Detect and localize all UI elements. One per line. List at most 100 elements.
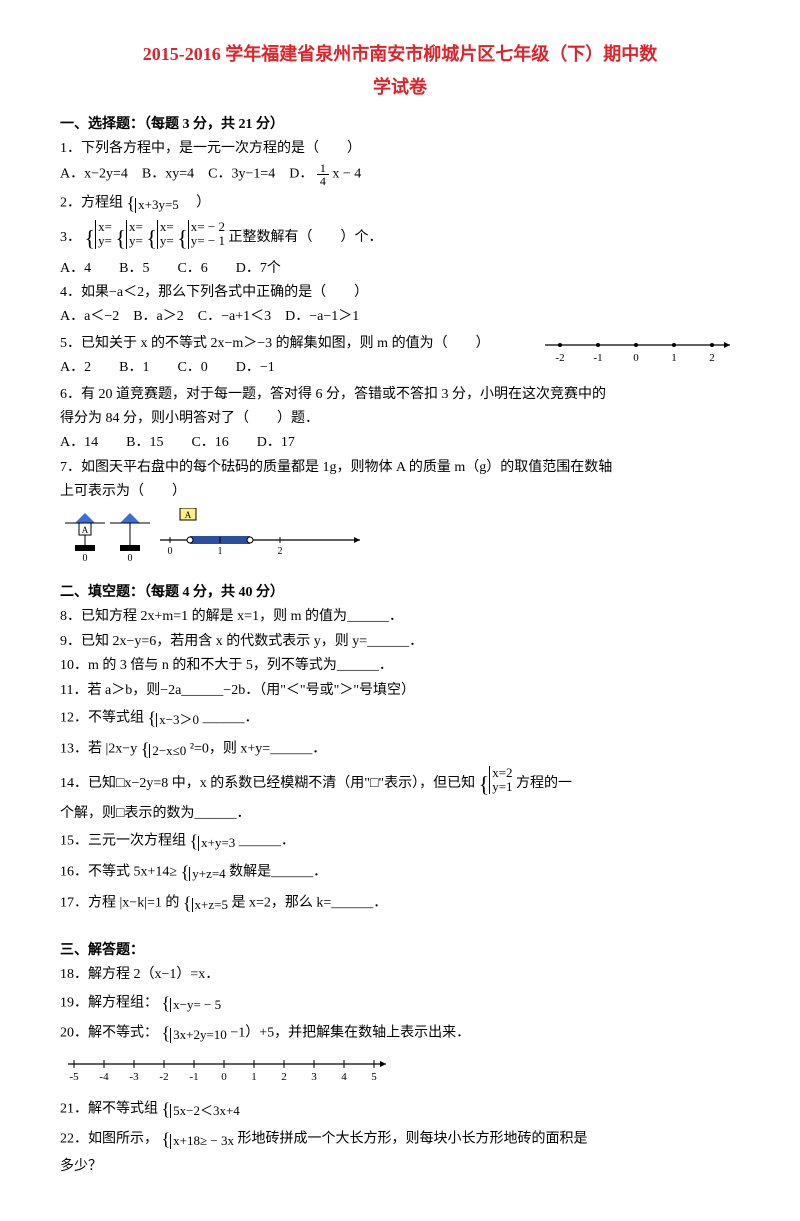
q13-stem: 13．若 |2x−y [60, 741, 137, 756]
q17b: x+z=5 [195, 897, 228, 912]
q1d-tail: x − 4 [332, 167, 361, 182]
q17: 17．方程 |x−k|=1 的 {x+z=5 是 x=2，那么 k=______… [60, 889, 740, 918]
q19: 19．解方程组： {x−y= − 5 [60, 989, 740, 1018]
balance-diagram: A 0 0 0 1 2 A [60, 508, 740, 572]
q5: 5．已知关于 x 的不等式 2x−m＞−3 的解集如图，则 m 的值为（ ） [60, 333, 540, 355]
q2-tail: ） [182, 196, 210, 211]
q16: 16．不等式 5x+14≥ {y+z=4 数解是______． [60, 858, 740, 887]
q15-tail: ______． [239, 834, 295, 849]
q15: 15．三元一次方程组 {x+y=3 ______． [60, 827, 740, 856]
q16-tail: 数解是______． [229, 865, 327, 880]
q18: 18．解方程 2（x−1）=x． [60, 964, 740, 986]
q4-options: A．a＜−2 B．a＞2 C．−a+1＜3 D．−a−1＞1 [60, 306, 740, 328]
page-title-line1: 2015-2016 学年福建省泉州市南安市柳城片区七年级（下）期中数 [60, 40, 740, 69]
q14a: 14．已知□x−2y=8 中，x 的系数已经模糊不清（用"□"表示），但已知 [60, 775, 475, 790]
q16b: y+z=4 [192, 866, 225, 881]
q11: 11．若 a＞b，则−2a______−2b．（用"＜"号或"＞"号填空） [60, 680, 740, 702]
q9: 9．已知 2x−y=6，若用含 x 的代数式表示 y，则 y=______． [60, 631, 740, 653]
q14-tail: 方程的一 [516, 775, 572, 790]
q20-brace: {3x+2y=10 [162, 1019, 227, 1048]
q6-options: A．14 B．15 C．16 D．17 [60, 432, 740, 454]
svg-text:-5: -5 [69, 1071, 79, 1083]
svg-text:-2: -2 [555, 352, 564, 364]
q15-stem: 15．三元一次方程组 [60, 834, 186, 849]
q3: 3． {x=y= {x=y= {x=y= {x= − 2y= − 1 正整数解有… [60, 220, 740, 255]
q22: 22．如图所示， {x+18≥ − 3x 形地砖拼成一个大长方形，则每块小长方形… [60, 1125, 740, 1154]
q5-options: A．2 B．1 C．0 D．−1 [60, 357, 540, 379]
q7a: 7．如图天平右盘中的每个砝码的质量都是 1g，则物体 A 的质量 m（g）的取值… [60, 457, 740, 479]
q22-tail: 形地砖拼成一个大长方形，则每块小长方形地砖的面积是 [237, 1132, 587, 1147]
q12-brace: {x−3＞0 [148, 704, 199, 733]
q1-options: A．x−2y=4 B．xy=4 C．3y−1=4 D． 14 x − 4 [60, 162, 740, 187]
q17-brace: {x+z=5 [183, 889, 228, 918]
q2-brace-row: x+3y=5 [138, 197, 179, 212]
q16-brace: {y+z=4 [181, 858, 226, 887]
big-numberline: -5-4-3-2-1012345 [60, 1050, 740, 1092]
q20b: 3x+2y=10 [173, 1027, 227, 1042]
q10: 10．m 的 3 倍与 n 的和不大于 5，列不等式为______． [60, 655, 740, 677]
q13-tail: ²=0，则 x+y=______． [190, 741, 326, 756]
svg-text:0: 0 [221, 1071, 227, 1083]
q1-opts-text: A．x−2y=4 B．xy=4 C．3y−1=4 D． [60, 167, 313, 182]
q3-stem: 3． [60, 230, 81, 245]
q3b1a: x= [98, 219, 112, 234]
q3b3a: x= [160, 219, 174, 234]
q20-tail: −1）+5，并把解集在数轴上表示出来． [230, 1026, 470, 1041]
svg-text:1: 1 [251, 1071, 257, 1083]
q13b: 2−x≤0 [152, 743, 186, 758]
q17-tail: 是 x=2，那么 k=______． [231, 896, 387, 911]
section1-heading: 一、选择题：（每题 3 分，共 21 分） [60, 114, 740, 136]
svg-text:2: 2 [278, 546, 283, 557]
svg-text:1: 1 [671, 352, 677, 364]
q3b1b: y= [98, 233, 112, 248]
svg-text:-2: -2 [159, 1071, 168, 1083]
q15b1: x+y=3 [201, 835, 235, 850]
q3-brace4: {x= − 2y= − 1 [177, 220, 225, 255]
section3-heading: 三、解答题： [60, 940, 740, 962]
svg-text:-3: -3 [129, 1071, 139, 1083]
q2-brace: {x+3y=5 [127, 189, 179, 218]
numberline-svg: -2 -1 0 1 2 [540, 331, 740, 371]
q3-brace3: {x=y= [146, 220, 173, 255]
q3b3b: y= [160, 233, 174, 248]
q12-tail: ______． [202, 711, 258, 726]
svg-text:5: 5 [371, 1071, 377, 1083]
q20-stem: 20．解不等式： [60, 1026, 158, 1041]
q16-stem: 16．不等式 5x+14≥ [60, 865, 177, 880]
q14b2: y=1 [492, 779, 512, 794]
q6b: 得分为 84 分，则小明答对了（ ）题． [60, 408, 740, 430]
q5-numberline: -2 -1 0 1 2 [540, 331, 740, 371]
q22b: x+18≥ − 3x [173, 1133, 234, 1148]
q2: 2．方程组 {x+3y=5 ） [60, 189, 740, 218]
q12b: x−3＞0 [159, 712, 199, 727]
q15-brace: {x+y=3 [190, 827, 236, 856]
section2-heading: 二、填空题：（每题 4 分，共 40 分） [60, 582, 740, 604]
svg-text:0: 0 [168, 546, 173, 557]
q1: 1．下列各方程中，是一元一次方程的是（ ） [60, 138, 740, 160]
q3-options: A．4 B．5 C．6 D．7个 [60, 258, 740, 280]
q19-stem: 19．解方程组： [60, 995, 158, 1010]
q20: 20．解不等式： {3x+2y=10 −1）+5，并把解集在数轴上表示出来． [60, 1019, 740, 1048]
q3-brace2: {x=y= [115, 220, 142, 255]
svg-text:2: 2 [281, 1071, 287, 1083]
q3-tail: 正整数解有（ ）个． [228, 230, 382, 245]
svg-text:A: A [185, 510, 192, 520]
svg-text:-4: -4 [99, 1071, 109, 1083]
q3b4a: x= − 2 [191, 219, 225, 234]
page-title-line2: 学试卷 [60, 73, 740, 102]
q19b1: x−y= − 5 [173, 997, 221, 1012]
svg-text:-1: -1 [593, 352, 602, 364]
q1d-den: 4 [317, 175, 329, 187]
svg-text:2: 2 [709, 352, 715, 364]
q13: 13．若 |2x−y {2−x≤0 ²=0，则 x+y=______． [60, 735, 740, 764]
q14-brace: {x=2y=1 [479, 766, 513, 801]
q17-stem: 17．方程 |x−k|=1 的 [60, 896, 179, 911]
q4: 4．如果−a＜2，那么下列各式中正确的是（ ） [60, 282, 740, 304]
q12: 12．不等式组 {x−3＞0 ______． [60, 704, 740, 733]
svg-text:0: 0 [633, 352, 639, 364]
svg-text:A: A [82, 525, 89, 535]
q3-brace1: {x=y= [85, 220, 112, 255]
svg-text:0: 0 [83, 553, 88, 564]
q22-brace: {x+18≥ − 3x [162, 1125, 234, 1154]
q12-stem: 12．不等式组 [60, 711, 144, 726]
